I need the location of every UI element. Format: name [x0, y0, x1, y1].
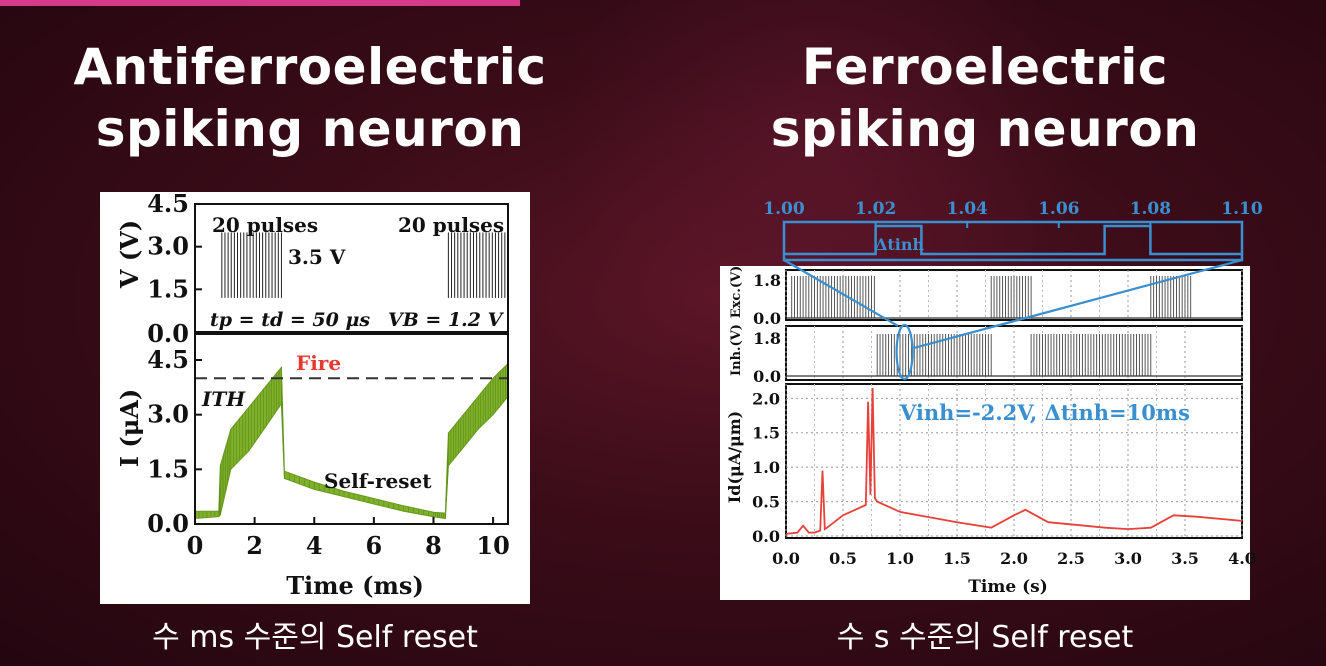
zoom-connector: [783, 259, 899, 327]
y-tick-label: 1.8: [753, 271, 781, 290]
zoom-delta-label: Δtinh: [875, 235, 925, 254]
current-trace: [785, 387, 1243, 535]
x-tick-label: 3.0: [1114, 549, 1142, 568]
left-caption: 수 ms 수준의 Self reset: [152, 620, 478, 655]
y-tick-label: 0.0: [147, 509, 189, 538]
x-tick-label: 4: [306, 531, 323, 560]
zoom-tick-label: 1.06: [1038, 199, 1079, 219]
top-accent-bar: [0, 0, 520, 6]
x-tick-label: 2.5: [1057, 549, 1085, 568]
y-tick-label: 1.8: [753, 329, 781, 348]
y-tick-label: 0.0: [752, 527, 780, 546]
x-tick-label: 1.0: [886, 549, 914, 568]
vb-label: VB = 1.2 V: [388, 309, 505, 331]
y-tick-label: 0.5: [752, 493, 780, 512]
zoom-highlight: [895, 323, 914, 381]
y-tick-label: 3.0: [147, 400, 189, 429]
bottom-axes-frame: [194, 333, 509, 525]
x-axis-label: Time (s): [968, 577, 1048, 597]
pulses-left-label: 20 pulses: [212, 213, 318, 237]
x-axis-label: Time (ms): [286, 571, 424, 600]
x-tick-label: 0: [187, 531, 204, 560]
y-tick-label: 2.0: [752, 389, 780, 408]
amplitude-label: 3.5 V: [288, 245, 346, 269]
top-axes-frame: [194, 203, 509, 333]
x-tick-label: 1.5: [943, 549, 971, 568]
zoom-pulse-trace: [784, 224, 1242, 256]
x-tick-label: 4.0: [1228, 549, 1256, 568]
zoom-connector: [913, 258, 1243, 350]
zoom-tick-label: 1.04: [946, 199, 988, 219]
antiferroelectric-chart: 1.53.04.50.01.53.04.50.00 2 4 6 8 10 V (V) I …: [100, 192, 530, 604]
y-tick-label: 4.5: [147, 345, 189, 374]
top-y-axis-label: V (V): [115, 220, 144, 289]
right-caption: 수 s 수준의 Self reset: [836, 620, 1134, 655]
chart-background: [100, 192, 530, 604]
threshold-label: ITH: [201, 387, 246, 411]
left-title: Antiferroelectric spiking neuron: [73, 38, 547, 158]
inh-y-axis-label: Inh.(V): [729, 324, 744, 376]
x-tick-label: 0.0: [772, 549, 800, 568]
self-reset-label: Self-reset: [324, 469, 432, 493]
zoom-tick-label: 1.10: [1221, 199, 1263, 219]
y-tick-label: 0.0: [147, 319, 189, 348]
x-tick-label: 10: [476, 531, 509, 560]
current-annotation: Vinh=-2.2V, Δtinh=10ms: [899, 400, 1190, 425]
bottom-y-axis-label: I (μA): [115, 389, 144, 467]
x-tick-label: 2: [246, 531, 263, 560]
y-tick-label: 1.5: [147, 274, 189, 303]
fire-label: Fire: [296, 351, 341, 375]
current-y-axis-label: Id(μA/μm): [725, 411, 744, 503]
y-tick-label: 1.0: [752, 458, 780, 477]
zoom-tick-label: 1.02: [855, 199, 896, 219]
x-tick-label: 3.5: [1171, 549, 1199, 568]
zoom-frame: [782, 220, 1244, 262]
zoom-tick-label: 1.00: [763, 199, 805, 219]
zoom-tick-label: 1.08: [1130, 199, 1171, 219]
y-tick-label: 4.5: [147, 192, 189, 218]
y-tick-label: 1.5: [752, 424, 780, 443]
y-tick-label: 1.5: [147, 454, 189, 483]
tp-td-label: tp = td = 50 μs: [210, 309, 370, 331]
x-tick-label: 0.5: [829, 549, 857, 568]
ferroelectric-chart: 1.00 1.02 1.04 1.06 1.08 1.100.01.80.01.80.00…: [720, 199, 1263, 600]
x-tick-label: 8: [425, 531, 442, 560]
y-tick-label: 0.0: [753, 309, 781, 328]
x-tick-label: 2.0: [1000, 549, 1028, 568]
x-tick-label: 6: [366, 531, 383, 560]
y-tick-label: 0.0: [753, 367, 781, 386]
pulses-right-label: 20 pulses: [398, 213, 504, 237]
exc-y-axis-label: Exc.(V): [729, 266, 744, 319]
right-title: Ferroelectric spiking neuron: [770, 38, 1200, 158]
y-tick-label: 3.0: [147, 232, 189, 261]
